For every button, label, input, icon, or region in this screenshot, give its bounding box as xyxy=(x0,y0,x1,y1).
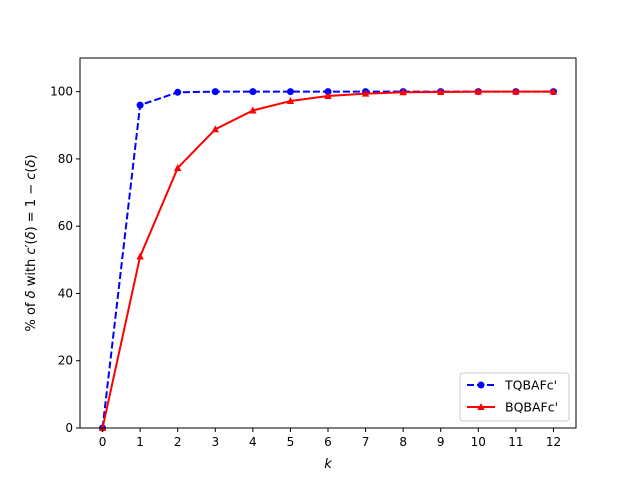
x-tick-label: 5 xyxy=(287,435,295,449)
data-point-bqbafc xyxy=(399,88,407,96)
x-tick-label: 1 xyxy=(136,435,144,449)
series-bqbafc xyxy=(98,87,558,431)
data-point-bqbafc xyxy=(136,252,144,260)
data-point-tqbafc xyxy=(211,88,219,96)
legend-marker-tqbafc xyxy=(477,381,485,389)
data-point-tqbafc xyxy=(249,88,257,96)
x-tick-label: 2 xyxy=(174,435,182,449)
y-tick-label: 60 xyxy=(58,219,73,233)
data-point-bqbafc xyxy=(361,89,370,97)
series-layer xyxy=(98,87,558,432)
data-point-bqbafc xyxy=(286,97,295,105)
data-point-tqbafc xyxy=(286,88,294,96)
y-tick-label: 100 xyxy=(50,85,73,99)
data-point-tqbafc xyxy=(136,101,144,109)
x-axis-ticks: 0 1 2 3 4 5 6 7 8 9 10 11 12 xyxy=(99,428,561,449)
legend-entry-tqbafc: TQBAFc' xyxy=(467,378,557,393)
plot-area xyxy=(80,58,576,428)
data-point-tqbafc xyxy=(174,88,182,96)
y-tick-label: 80 xyxy=(58,152,73,166)
data-point-bqbafc xyxy=(437,87,445,95)
x-tick-label: 10 xyxy=(471,435,486,449)
y-tick-label: 40 xyxy=(58,286,73,300)
data-point-bqbafc xyxy=(512,87,520,95)
data-point-bqbafc xyxy=(249,106,257,114)
legend-entry-bqbafc: BQBAFc' xyxy=(467,400,558,415)
x-tick-label: 3 xyxy=(211,435,219,449)
x-tick-label: 11 xyxy=(508,435,523,449)
data-point-tqbafc xyxy=(324,88,332,96)
y-axis-ticks: 0 20 40 60 80 100 xyxy=(50,85,80,435)
data-point-bqbafc xyxy=(211,125,219,133)
x-tick-label: 6 xyxy=(324,435,332,449)
data-point-bqbafc xyxy=(324,92,332,100)
y-tick-label: 20 xyxy=(58,354,73,368)
x-tick-label: 9 xyxy=(437,435,445,449)
legend-label-tqbafc: TQBAFc' xyxy=(504,378,557,393)
x-tick-label: 8 xyxy=(399,435,407,449)
x-tick-label: 12 xyxy=(546,435,561,449)
data-point-bqbafc xyxy=(173,163,182,171)
x-axis-label: k xyxy=(324,457,332,472)
y-tick-label: 0 xyxy=(65,421,73,435)
x-tick-label: 4 xyxy=(249,435,257,449)
x-tick-label: 7 xyxy=(362,435,370,449)
data-point-bqbafc xyxy=(549,87,558,95)
legend-marker-bqbafc xyxy=(477,403,485,410)
x-tick-label: 0 xyxy=(99,435,107,449)
legend: TQBAFc' BQBAFc' xyxy=(459,372,570,422)
legend-label-bqbafc: BQBAFc' xyxy=(505,400,558,415)
data-point-bqbafc xyxy=(474,87,483,95)
y-axis-label: % of δ with c′(δ) = 1 − c(δ) xyxy=(24,154,39,331)
